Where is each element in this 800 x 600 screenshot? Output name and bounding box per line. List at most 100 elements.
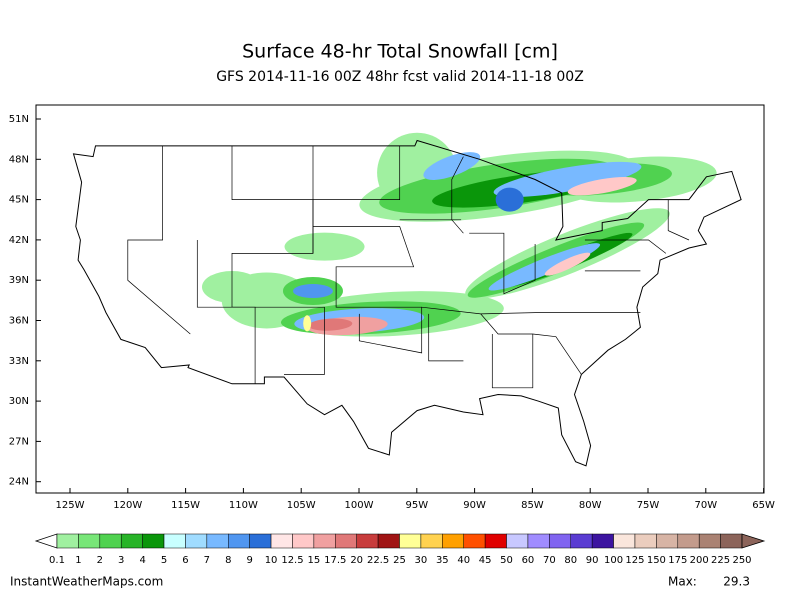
color-swatch <box>442 533 464 549</box>
color-swatch <box>463 533 486 549</box>
color-swatch <box>613 533 636 549</box>
snow-area <box>488 243 601 291</box>
color-swatch <box>356 533 379 549</box>
lat-label: 30N <box>9 396 29 407</box>
colorbar-label: 1 <box>75 555 81 566</box>
colorbar-arrow-high <box>741 533 766 549</box>
lon-label: 115W <box>171 500 200 511</box>
country-outline <box>72 139 742 467</box>
lat-label: 27N <box>9 436 29 447</box>
color-swatch <box>634 533 657 549</box>
snow-area <box>493 161 642 198</box>
snow-area <box>495 187 524 212</box>
state-border <box>127 145 191 335</box>
colorbar-label: 200 <box>690 555 709 566</box>
color-swatch <box>78 533 101 549</box>
site-name: InstantWeatherMaps.com <box>10 575 163 589</box>
lon-label: 85W <box>521 500 544 511</box>
lon-label: 120W <box>113 500 142 511</box>
lat-label: 51N <box>9 114 29 125</box>
colorbar-label: 20 <box>350 555 363 566</box>
colorbar-label: 6 <box>182 555 188 566</box>
state-border <box>313 226 423 354</box>
color-swatch <box>120 533 143 549</box>
colorbar-label: 8 <box>225 555 231 566</box>
colorbar-label: 60 <box>522 555 535 566</box>
colorbar-label: 70 <box>543 555 556 566</box>
colorbar-label: 25 <box>393 555 406 566</box>
color-swatch <box>335 533 357 549</box>
color-swatch <box>292 533 315 549</box>
color-swatch <box>377 533 400 549</box>
colorbar: 0.1 1 2 3 4 5 6 7 8 9 10 12.5 15 17.5 20 22.5 25 30 35 40 45… <box>34 533 766 566</box>
state-border <box>469 232 536 295</box>
colorbar-label: 9 <box>246 555 252 566</box>
colorbar-label: 150 <box>647 555 666 566</box>
color-swatch <box>249 533 272 549</box>
colorbar-label: 100 <box>604 555 623 566</box>
state-border <box>313 145 401 200</box>
colorbar-label: 22.5 <box>367 555 389 566</box>
subtitle: GFS 2014-11-16 00Z 48hr fcst valid 2014-… <box>216 69 584 85</box>
color-swatch <box>527 533 550 549</box>
colorbar-label: 175 <box>668 555 687 566</box>
colorbar-label: 4 <box>139 555 145 566</box>
colorbar-label: 225 <box>711 555 730 566</box>
state-border <box>231 145 325 375</box>
lon-label: 95W <box>405 500 428 511</box>
lon-label: 70W <box>694 500 717 511</box>
max-label: Max: <box>668 575 697 589</box>
color-swatch <box>570 533 593 549</box>
color-swatch <box>270 533 293 549</box>
state-border <box>667 199 690 241</box>
color-swatch <box>142 533 165 549</box>
colorbar-label: 15 <box>308 555 321 566</box>
snow-area <box>423 152 481 180</box>
color-swatch <box>163 533 186 549</box>
title: Surface 48-hr Total Snowfall [cm] <box>242 41 558 63</box>
lon-label: 75W <box>637 500 660 511</box>
lat-label: 33N <box>9 356 29 367</box>
max-value: 29.3 <box>723 575 750 589</box>
snow-area <box>308 318 353 331</box>
color-swatch <box>720 533 743 549</box>
color-swatch <box>484 533 507 549</box>
state-border <box>196 240 256 384</box>
snow-area <box>567 177 637 196</box>
lon-label: 105W <box>287 500 316 511</box>
colorbar-label: 90 <box>586 555 599 566</box>
color-swatch <box>228 533 250 549</box>
lon-label: 110W <box>229 500 258 511</box>
state-border <box>480 313 582 375</box>
lat-label: 45N <box>9 195 29 206</box>
color-swatch <box>549 533 571 549</box>
colorbar-label: 45 <box>479 555 492 566</box>
snow-area <box>284 232 365 261</box>
lon-label: 90W <box>463 500 486 511</box>
colorbar-label: 0.1 <box>49 555 65 566</box>
colorbar-label: 5 <box>161 555 167 566</box>
snow-area <box>544 252 591 276</box>
lon-label: 65W <box>752 500 775 511</box>
lat-label: 42N <box>9 235 29 246</box>
snow-area <box>303 315 312 332</box>
color-swatch <box>698 533 721 549</box>
colorbar-label: 17.5 <box>324 555 346 566</box>
color-swatch <box>506 533 529 549</box>
lon-label: 125W <box>56 500 85 511</box>
lon-label: 100W <box>345 500 374 511</box>
color-swatch <box>420 533 443 549</box>
color-swatch <box>99 533 122 549</box>
colorbar-label: 10 <box>265 555 278 566</box>
color-swatch <box>591 533 614 549</box>
colorbar-label: 250 <box>732 555 751 566</box>
state-border <box>584 239 667 254</box>
color-swatch <box>206 533 229 549</box>
colorbar-label: 2 <box>97 555 103 566</box>
state-border <box>451 156 464 234</box>
state-border <box>491 334 534 389</box>
colorbar-arrow-low <box>34 533 58 549</box>
map <box>72 132 742 467</box>
color-swatch <box>313 533 336 549</box>
